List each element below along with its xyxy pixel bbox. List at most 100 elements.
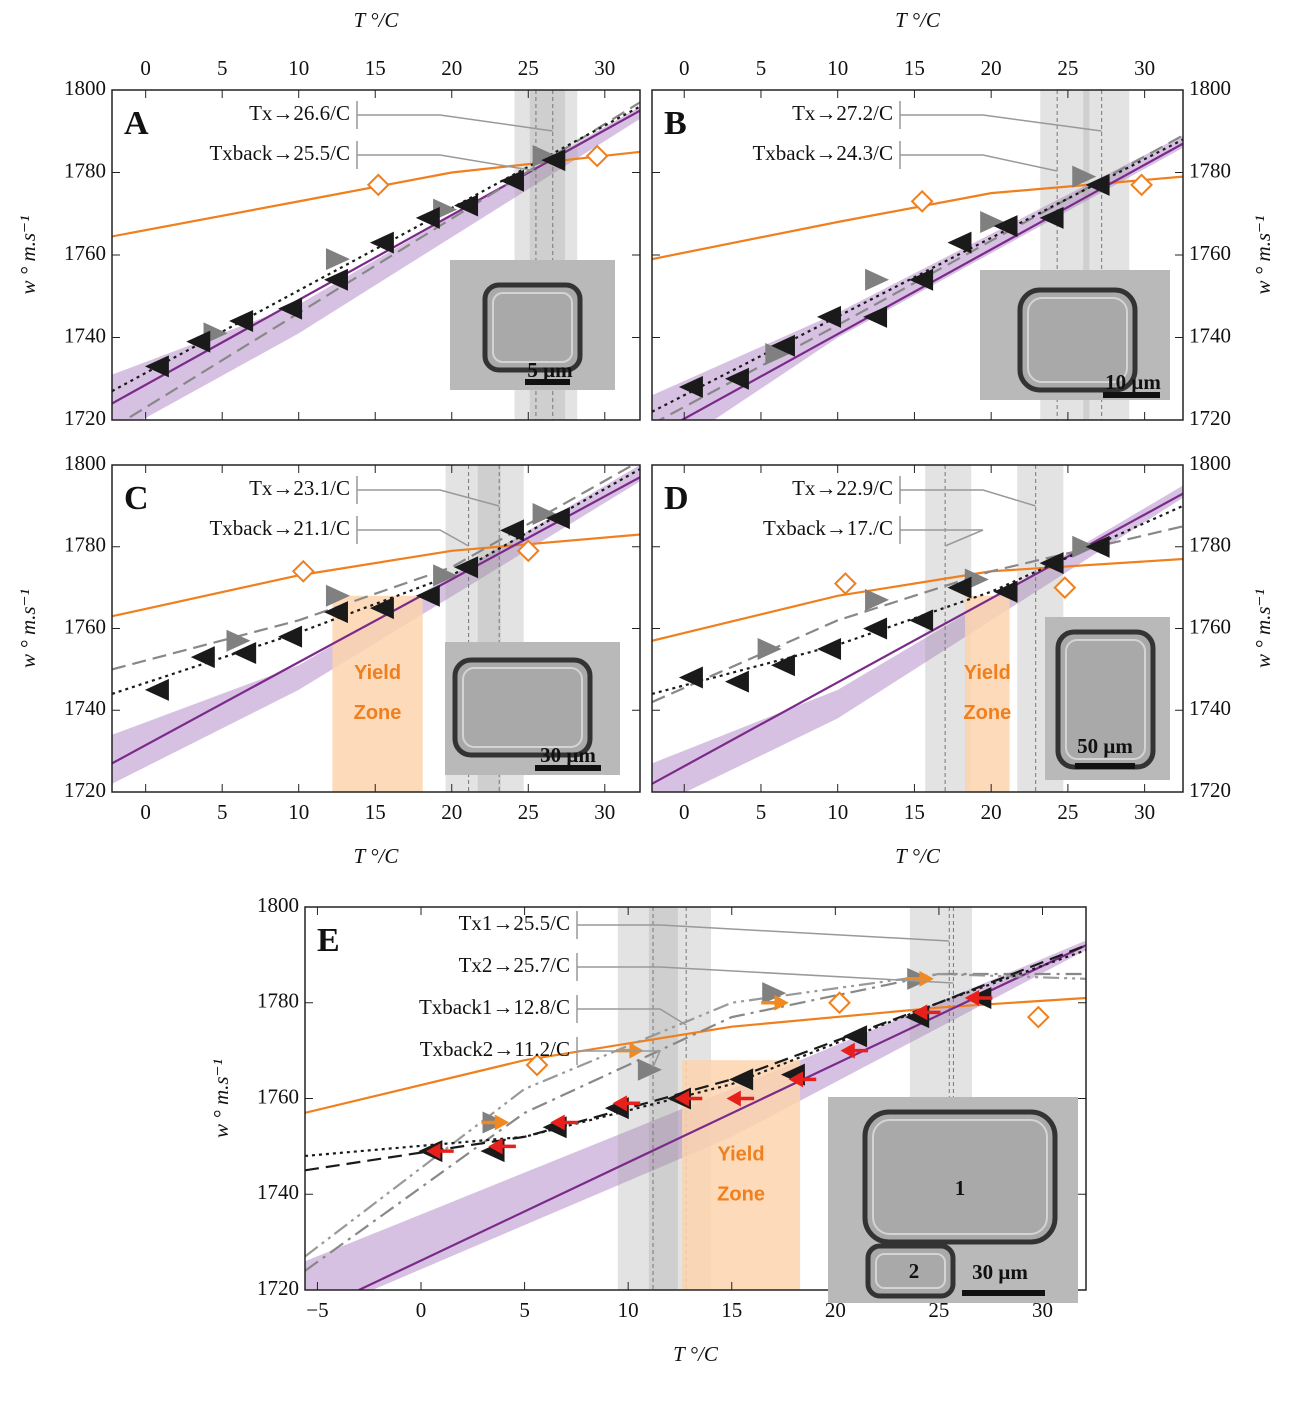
x-tick-label: 5 (756, 800, 767, 824)
x-tick-label: 10 (288, 800, 309, 824)
scale-label: 50 μm (1077, 734, 1133, 758)
annotation: Tx→22.9/C (792, 476, 893, 500)
annotation: Txback1→12.8/C (419, 995, 570, 1019)
fit-line (652, 492, 1183, 785)
heating-marker (865, 268, 890, 291)
y-axis-label: w ° m.s⁻¹ (1251, 216, 1275, 295)
y-tick-label: 1760 (1189, 614, 1231, 638)
heating-marker (532, 145, 557, 167)
panel: 0 5 10 15 20 25 30 1720 1740 1760 1780 1800 T °/C w °… (16, 8, 641, 430)
cooling-marker (909, 609, 934, 632)
yield-zone-label: Yield (354, 662, 401, 684)
x-tick-label: 30 (1134, 800, 1155, 824)
annotation-leader (900, 114, 1102, 132)
cooling-marker (144, 355, 169, 378)
scale-label: 30 μm (540, 743, 596, 767)
panel-letter: E (317, 922, 340, 959)
yield-zone-label: Zone (717, 1183, 765, 1205)
cooling-marker (144, 678, 169, 701)
yield-zone (965, 595, 1010, 792)
arrow-marker (788, 1071, 817, 1088)
y-tick-label: 1800 (257, 893, 299, 917)
panel-letter: D (664, 480, 689, 517)
y-tick-label: 1740 (257, 1180, 299, 1204)
crystal-inner (492, 292, 573, 363)
y-tick-label: 1800 (64, 76, 106, 100)
panel-letter: C (124, 480, 149, 517)
reference-marker (366, 173, 390, 197)
annotation: Txback→24.3/C (752, 141, 893, 165)
annotation-leader (900, 154, 1058, 172)
panel-letter: A (124, 105, 149, 142)
annotation-leader (577, 966, 954, 984)
yield-zone-label: Yield (964, 662, 1011, 684)
reference-marker (828, 991, 851, 1015)
x-axis-label: T °/C (354, 844, 400, 868)
heating-marker (757, 637, 782, 660)
heating-marker (325, 248, 350, 271)
annotation: Tx→26.6/C (249, 101, 350, 125)
y-tick-label: 1740 (1189, 696, 1231, 720)
x-tick-label: −5 (306, 1298, 328, 1322)
y-tick-label: 1800 (64, 451, 106, 475)
annotation-leader (577, 1050, 662, 1068)
y-tick-label: 1760 (64, 241, 106, 265)
x-tick-label: 0 (140, 800, 151, 824)
crystal (1017, 287, 1138, 393)
cooling-marker (415, 584, 440, 607)
annotation-leader (357, 489, 500, 507)
cooling-marker (729, 1068, 754, 1091)
cooling-marker (190, 646, 215, 669)
cooling-marker (1039, 552, 1064, 575)
x-tick-label: 20 (825, 1298, 846, 1322)
y-tick-label: 1740 (64, 323, 106, 347)
cooling-marker (369, 231, 394, 254)
crystal (482, 282, 583, 373)
crystal (862, 1109, 1058, 1245)
uncertainty-band (652, 485, 1183, 792)
y-tick-label: 1800 (1189, 76, 1231, 100)
y-tick-label: 1740 (64, 696, 106, 720)
fit-line (112, 533, 640, 618)
crystal-inner (872, 1119, 1048, 1235)
crystal-inner (462, 667, 583, 748)
scale-label: 5 μm (527, 358, 573, 382)
x-tick-label: 15 (365, 56, 386, 80)
x-tick-label: 25 (928, 1298, 949, 1322)
y-tick-label: 1780 (1189, 158, 1231, 182)
x-tick-label: 0 (679, 56, 690, 80)
x-tick-label: 10 (827, 800, 848, 824)
annotation: Tx→27.2/C (792, 101, 893, 125)
cooling-marker (993, 580, 1018, 603)
panel: Yield Zone 0 5 10 15 20 25 30 1720 1740 1760 1780 180… (651, 451, 1275, 868)
fit-line (358, 944, 1086, 1290)
cooling-marker (541, 149, 566, 172)
y-axis-label: w ° m.s⁻¹ (209, 1059, 233, 1138)
x-tick-label: 0 (679, 800, 690, 824)
scale-label: 30 μm (972, 1260, 1028, 1284)
x-axis-label: T °/C (354, 8, 400, 32)
x-tick-label: 5 (756, 56, 767, 80)
heating-marker (1072, 165, 1097, 188)
cooling-marker (278, 297, 303, 320)
y-tick-label: 1800 (1189, 451, 1231, 475)
x-tick-label: 30 (1032, 1298, 1053, 1322)
cooling-marker (909, 268, 934, 291)
x-axis-label: T °/C (895, 844, 941, 868)
y-tick-label: 1780 (257, 989, 299, 1013)
cooling-marker (323, 268, 348, 291)
reference-marker (910, 189, 934, 213)
fit-line (305, 972, 1086, 1272)
heating-marker (865, 588, 890, 611)
x-tick-label: 10 (827, 56, 848, 80)
cooling-marker (770, 654, 795, 677)
x-tick-label: 5 (217, 56, 228, 80)
annotation: Tx→23.1/C (249, 476, 350, 500)
x-tick-label: 20 (981, 800, 1002, 824)
panel: Yield Zone −5 0 5 10 15 20 25 30 1720 1740 1760 1780 1… (209, 893, 1087, 1366)
fit-line (112, 476, 640, 765)
cooling-marker (947, 576, 972, 599)
crystal-inner (1065, 639, 1146, 760)
y-tick-label: 1720 (1189, 406, 1231, 430)
